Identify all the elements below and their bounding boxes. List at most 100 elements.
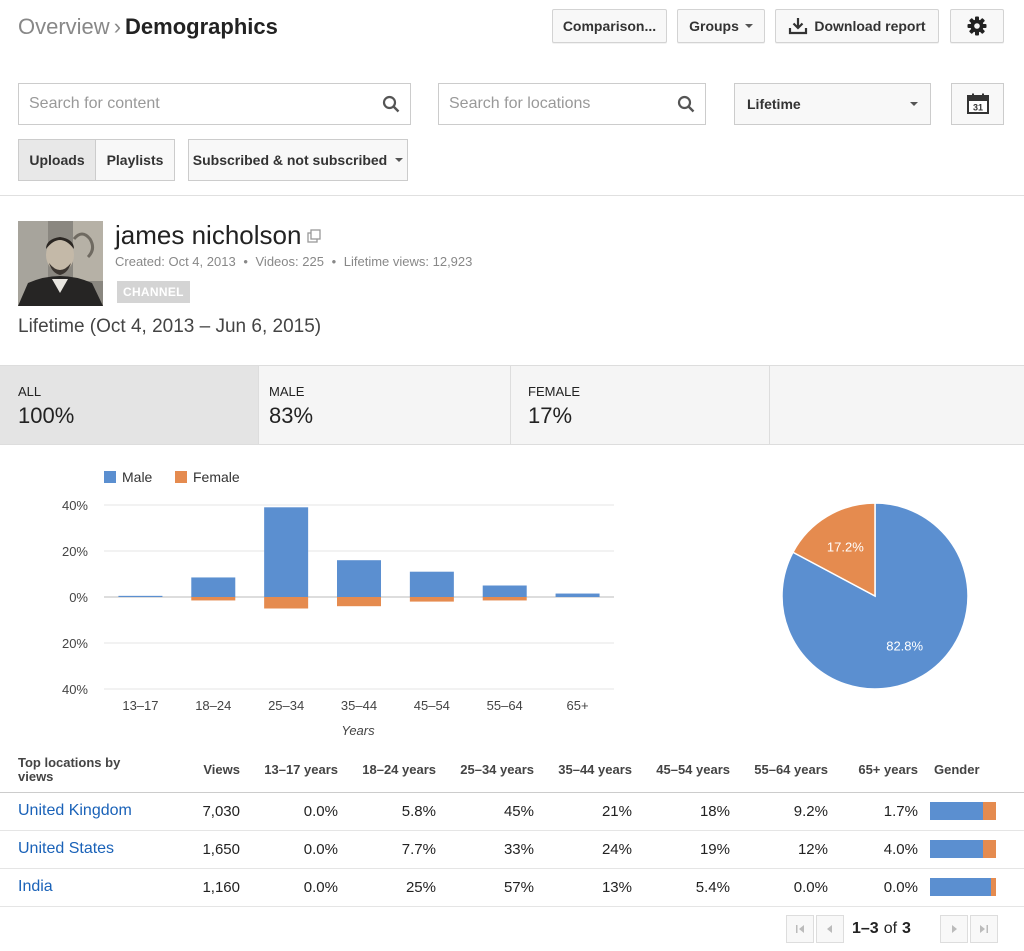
age-gender-bar-chart: Male Female 40% 20% 0% 20% 40% 13–17 18–24 25–34 3… [62,469,614,738]
y-tick-label: 20% [62,636,88,651]
channel-name[interactable]: james nicholson [115,220,302,250]
tab-female-label: FEMALE [528,384,581,399]
bar-male[interactable] [264,507,309,597]
chevron-down-icon [910,102,918,106]
chevron-right-icon [952,925,957,933]
table-cell: 5.8% [348,792,446,831]
legend-label: Male [122,469,153,485]
first-page-button[interactable] [786,915,814,943]
pagination-status: 1–3 of 3 [852,915,911,943]
settings-button[interactable] [950,9,1004,43]
location-link[interactable]: United Kingdom [0,792,150,831]
pie-slice-female[interactable] [791,502,876,598]
date-range-select[interactable]: Lifetime [734,83,931,125]
column-header[interactable]: Views [150,748,250,793]
column-header[interactable]: 55–64 years [740,748,838,793]
chevron-left-icon [827,925,832,933]
bar-male[interactable] [409,571,454,597]
x-axis-label: Years [341,723,375,738]
groups-button[interactable]: Groups [677,9,765,43]
x-tick-label: 18–24 [195,698,231,713]
bar-female[interactable] [482,597,527,601]
table-cell: 0.0% [838,868,928,907]
chevron-down-icon [744,24,753,28]
pie-data-label: 17.2% [827,540,864,555]
location-link[interactable]: India [0,868,150,907]
legend-swatch-female [175,471,187,483]
bar-male[interactable] [555,593,600,597]
bar-male[interactable] [337,560,381,597]
pagination-of: of [883,920,898,937]
channel-title: james nicholson [115,220,322,251]
comparison-button[interactable]: Comparison... [552,9,667,43]
calendar-button[interactable]: 31 [951,83,1004,125]
search-icon[interactable] [382,95,400,113]
period-label: Lifetime (Oct 4, 2013 – Jun 6, 2015) [18,316,322,337]
playlists-toggle[interactable]: Playlists [95,139,175,181]
divider [0,195,1024,196]
tab-female[interactable]: FEMALE 17% [510,366,770,444]
x-tick-label: 35–44 [341,698,377,713]
bar-female[interactable] [264,597,309,609]
x-tick-label: 25–34 [268,698,304,713]
meta-dot: • [331,254,337,269]
pagination-range: 1–3 [852,920,879,937]
y-tick-label: 20% [62,544,88,559]
bar-male[interactable] [482,585,527,598]
bar-female[interactable] [191,597,236,601]
column-header[interactable]: 65+ years [838,748,928,793]
gender-cell [928,868,1024,907]
column-header[interactable]: Gender [928,748,1024,793]
bar-female[interactable] [337,597,381,607]
content-search-input[interactable]: Search for content [18,83,411,125]
avatar [18,221,103,306]
previous-page-button[interactable] [816,915,844,943]
pie-data-label: 82.8% [886,638,923,653]
gender-bar [930,802,996,821]
x-tick-label: 65+ [567,698,589,713]
table-cell: 19% [642,830,740,869]
gear-icon [967,16,987,36]
tab-male-value: 83% [269,403,314,428]
table-cell: 12% [740,830,838,869]
tab-all-value: 100% [18,403,75,428]
gender-cell [928,830,1024,869]
column-header[interactable]: Top locations by views [0,748,150,793]
gender-pie-chart: 82.8% 17.2% [781,502,969,690]
subscription-filter[interactable]: Subscribed & not subscribed [188,139,408,181]
search-icon[interactable] [677,95,695,113]
y-tick-label: 40% [62,498,88,513]
calendar-icon: 31 [966,93,989,114]
table-cell: 1,160 [150,868,250,907]
location-link[interactable]: United States [0,830,150,869]
column-header[interactable]: 18–24 years [348,748,446,793]
external-link-icon[interactable] [307,228,322,243]
date-range-value: Lifetime [747,96,801,112]
tab-all[interactable]: ALL 100% [0,366,259,444]
channel-created: Created: Oct 4, 2013 [115,254,236,269]
tab-all-label: ALL [18,384,42,399]
bar-female[interactable] [409,597,454,602]
column-header[interactable]: 13–17 years [250,748,348,793]
comparison-label: Comparison... [562,18,657,34]
column-header[interactable]: 45–54 years [642,748,740,793]
next-page-button[interactable] [940,915,968,943]
bar-male[interactable] [191,577,236,597]
column-header[interactable]: 25–34 years [446,748,544,793]
x-tick-label: 13–17 [122,698,158,713]
location-search-placeholder: Search for locations [449,95,591,112]
content-search-placeholder: Search for content [29,95,160,112]
download-report-button[interactable]: Download report [775,9,939,43]
breadcrumb-overview-link[interactable]: Overview [18,14,110,39]
table-row: United States 1,650 0.0% 7.7% 33% 24% 19… [0,830,1024,869]
tab-female-value: 17% [528,403,573,428]
last-page-button[interactable] [970,915,998,943]
locations-table: Top locations by views Views 13–17 years… [0,748,1024,907]
location-search-input[interactable]: Search for locations [438,83,706,125]
gender-bar [930,878,996,897]
tab-male[interactable]: MALE 83% [251,366,511,444]
uploads-toggle[interactable]: Uploads [18,139,96,181]
column-header[interactable]: 35–44 years [544,748,642,793]
bar-male[interactable] [118,595,163,597]
table-cell: 45% [446,792,544,831]
